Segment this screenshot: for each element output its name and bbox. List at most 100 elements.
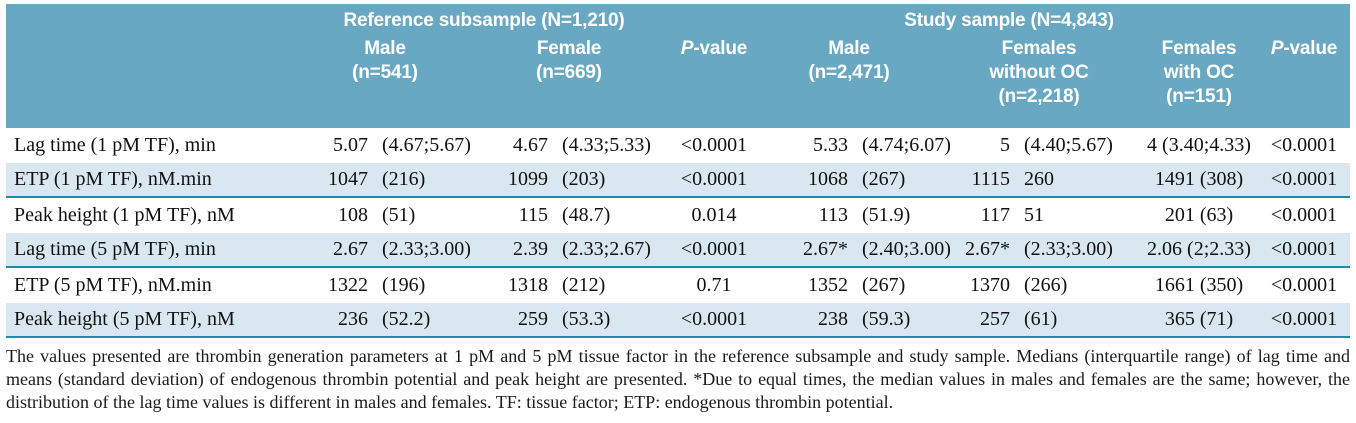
table-row: Lag time (1 pM TF), min 5.07 (4.67;5.67)… <box>6 128 1350 163</box>
cell-study-male-value: 2.67* <box>803 238 848 260</box>
cell-ref-female-value: 4.67 <box>513 134 548 156</box>
p-italic: P <box>1270 38 1284 59</box>
cell-ref-p-value: <0.0001 <box>680 168 748 190</box>
cell-study-p-value: <0.0001 <box>1270 308 1338 330</box>
cell-study-male-spread: (267) <box>862 274 906 296</box>
column-header-study-females-without-oc: Females without OC (n=2,218) <box>938 35 1140 128</box>
table-footnote: The values presented are thrombin genera… <box>6 346 1350 412</box>
cell-ref-female-value: 115 <box>518 204 548 226</box>
cell-study-male-value: 238 <box>818 308 848 330</box>
cell-ref-male-spread: (2.33;3.00) <box>382 238 471 260</box>
p-value-label: P-value <box>668 37 760 61</box>
column-header-line: without OC <box>989 62 1089 83</box>
cell-study-females-with-oc: 4 (3.40;4.33) <box>1147 134 1251 156</box>
row-label: ETP (1 pM TF), nM.min <box>14 168 212 190</box>
p-value-label: P-value <box>1258 37 1350 61</box>
cell-ref-female-value: 1099 <box>508 168 548 190</box>
cell-ref-female-value: 1318 <box>508 274 548 296</box>
group-header-reference-subsample: Reference subsample (N=1,210) <box>343 10 625 31</box>
column-header-line: with OC <box>1163 62 1235 83</box>
cell-ref-male-spread: (4.67;5.67) <box>382 134 471 156</box>
cell-study-male-value: 1352 <box>808 274 848 296</box>
cell-study-females-with-oc: 201 (63) <box>1164 204 1234 226</box>
column-header-line: Females <box>1001 38 1077 59</box>
cell-study-females-without-oc-value: 117 <box>980 204 1010 226</box>
p-italic: P <box>680 38 694 59</box>
cell-study-females-with-oc: 2.06 (2;2.33) <box>1147 238 1251 260</box>
column-header-line: Female <box>536 38 602 59</box>
cell-study-p-value: <0.0001 <box>1270 168 1338 190</box>
p-rest: -value <box>693 38 748 59</box>
column-header-line: (n=2,218) <box>998 86 1080 107</box>
cell-ref-p-value: 0.014 <box>691 204 737 226</box>
cell-ref-female-spread: (203) <box>562 168 606 190</box>
cell-study-male-value: 1068 <box>808 168 848 190</box>
column-header-ref-p-value: P-value <box>668 35 760 128</box>
cell-study-male-spread: (59.3) <box>862 308 911 330</box>
cell-study-male-spread: (267) <box>862 168 906 190</box>
cell-study-p-value: <0.0001 <box>1270 134 1338 156</box>
cell-study-male-value: 5.33 <box>813 134 848 156</box>
cell-ref-male-value: 5.07 <box>333 134 368 156</box>
cell-ref-male-value: 108 <box>338 204 368 226</box>
column-header-ref-female: Female (n=669) <box>470 35 668 128</box>
table-row: Peak height (5 pM TF), nM 236 (52.2) 259… <box>6 303 1350 338</box>
cell-ref-female-spread: (4.33;5.33) <box>562 134 651 156</box>
column-header-line: Male <box>828 38 870 59</box>
cell-study-females-without-oc-spread: (4.40;5.67) <box>1024 134 1113 156</box>
column-header-line: (n=151) <box>1166 86 1232 107</box>
cell-ref-male-spread: (216) <box>382 168 426 190</box>
cell-ref-male-spread: (51) <box>382 204 416 226</box>
cell-ref-female-spread: (212) <box>562 274 606 296</box>
cell-ref-male-value: 1322 <box>328 274 368 296</box>
group-header-study-sample: Study sample (N=4,843) <box>904 10 1114 31</box>
column-header-line: (n=541) <box>352 62 418 83</box>
cell-ref-male-spread: (196) <box>382 274 426 296</box>
table-row: ETP (1 pM TF), nM.min 1047 (216) 1099 (2… <box>6 163 1350 198</box>
cell-study-females-without-oc-spread: 51 <box>1024 204 1044 226</box>
cell-study-females-without-oc-spread: (2.33;3.00) <box>1024 238 1113 260</box>
row-label: Peak height (5 pM TF), nM <box>14 308 235 330</box>
table-row: Lag time (5 pM TF), min 2.67 (2.33;3.00)… <box>6 233 1350 268</box>
column-header-study-p-value: P-value <box>1258 35 1350 128</box>
cell-study-females-without-oc-spread: 260 <box>1024 168 1054 190</box>
row-label: Peak height (1 pM TF), nM <box>14 204 235 226</box>
table-row: Peak height (1 pM TF), nM 108 (51) 115 (… <box>6 198 1350 233</box>
cell-ref-p-value: <0.0001 <box>680 134 748 156</box>
cell-study-females-with-oc: 365 (71) <box>1164 308 1234 330</box>
cell-study-females-with-oc: 1661 (350) <box>1154 274 1244 296</box>
column-header-line: (n=669) <box>536 62 602 83</box>
cell-study-male-value: 113 <box>818 204 848 226</box>
cell-study-females-without-oc-spread: (61) <box>1024 308 1058 330</box>
cell-ref-male-spread: (52.2) <box>382 308 431 330</box>
cell-study-females-without-oc-value: 1370 <box>970 274 1010 296</box>
cell-ref-male-value: 236 <box>338 308 368 330</box>
column-header-line: Male <box>364 38 406 59</box>
cell-study-females-with-oc: 1491 (308) <box>1154 168 1244 190</box>
cell-study-male-spread: (51.9) <box>862 204 911 226</box>
p-rest: -value <box>1283 38 1338 59</box>
cell-ref-p-value: <0.0001 <box>680 238 748 260</box>
cell-study-p-value: <0.0001 <box>1270 204 1338 226</box>
cell-ref-female-spread: (53.3) <box>562 308 611 330</box>
column-header-study-male: Male (n=2,471) <box>760 35 938 128</box>
cell-study-male-spread: (2.40;3.00) <box>862 238 951 260</box>
cell-ref-female-spread: (48.7) <box>562 204 611 226</box>
cell-study-females-without-oc-value: 1115 <box>971 168 1010 190</box>
column-header-line: Females <box>1161 38 1237 59</box>
cell-study-females-without-oc-spread: (266) <box>1024 274 1068 296</box>
cell-ref-female-value: 2.39 <box>513 238 548 260</box>
cell-ref-female-spread: (2.33;2.67) <box>562 238 651 260</box>
cell-study-females-without-oc-value: 257 <box>980 308 1010 330</box>
column-header-study-females-with-oc: Females with OC (n=151) <box>1140 35 1258 128</box>
table-header: Reference subsample (N=1,210) Study samp… <box>6 4 1350 128</box>
table-body: Lag time (1 pM TF), min 5.07 (4.67;5.67)… <box>6 128 1350 338</box>
column-header-line: (n=2,471) <box>808 62 890 83</box>
table-row: ETP (5 pM TF), nM.min 1322 (196) 1318 (2… <box>6 268 1350 303</box>
row-label: ETP (5 pM TF), nM.min <box>14 274 212 296</box>
cell-ref-p-value: 0.71 <box>696 274 732 296</box>
cell-ref-male-value: 2.67 <box>333 238 368 260</box>
cell-study-females-without-oc-value: 5 <box>1000 134 1010 156</box>
cell-ref-p-value: <0.0001 <box>680 308 748 330</box>
